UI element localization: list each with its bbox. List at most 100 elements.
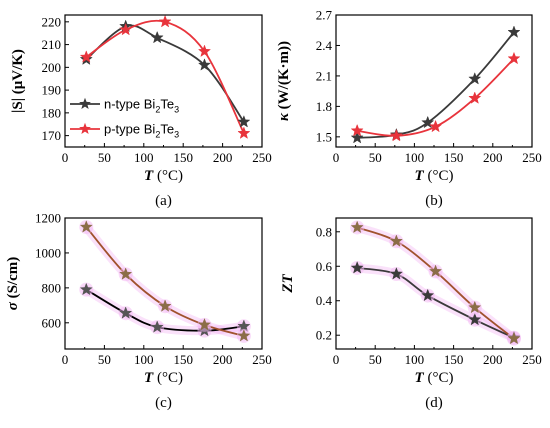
y-tick-label: 1.5 <box>316 129 332 144</box>
x-tick-label: 200 <box>213 150 233 165</box>
y-axis-label: |S| (μV/K) <box>10 49 26 113</box>
data-point-n-type <box>421 115 435 129</box>
panel-caption: (c) <box>155 395 172 411</box>
legend-marker <box>79 122 91 135</box>
data-point-p-type <box>158 299 172 312</box>
x-tick-label: 200 <box>483 150 503 165</box>
y-tick-label: 0.6 <box>316 259 333 274</box>
x-tick-label: 50 <box>98 352 111 367</box>
y-tick-label: 1000 <box>35 245 61 260</box>
x-axis-unit: (°C) <box>424 370 454 386</box>
data-point-n-type <box>197 58 212 71</box>
data-point-p-type <box>79 220 93 233</box>
data-point-p-type <box>197 317 212 331</box>
x-axis-unit: (°C) <box>153 168 183 184</box>
panel-caption: (d) <box>425 395 443 411</box>
x-tick-label: 200 <box>213 352 233 367</box>
panel-c-conductivity: 0 50 100 150 200 250 600 800 1000 1200 T (°C) σ (S/… <box>5 211 272 412</box>
data-point-n-type <box>468 312 482 326</box>
data-point-p-type <box>119 22 133 36</box>
y-axis-unit: (W/(K·m)) <box>276 41 292 113</box>
data-point-p-type <box>119 267 133 280</box>
y-tick-label: 600 <box>42 315 62 330</box>
legend-label-prefix: p-type Bi <box>104 122 155 137</box>
data-point-p-type <box>350 123 364 137</box>
x-axis-symbol: T <box>144 168 154 184</box>
x-tick-label: 250 <box>252 352 272 367</box>
x-axis-label: T (°C) <box>144 168 183 184</box>
y-axis-symbol: |S| <box>10 98 26 113</box>
data-point-n-type <box>389 267 403 280</box>
x-tick-label: 100 <box>134 352 154 367</box>
data-point-p-type <box>350 220 364 234</box>
y-tick-label: 0.2 <box>316 328 332 343</box>
x-tick-label: 100 <box>405 352 425 367</box>
y-axis-symbol: ZT <box>280 274 296 294</box>
x-tick-label: 250 <box>522 150 542 165</box>
panel-caption: (a) <box>155 193 172 209</box>
panel-caption: (b) <box>425 193 443 209</box>
y-axis-unit: (μV/K) <box>10 49 26 98</box>
legend-marker <box>79 97 91 110</box>
data-point-p-type <box>79 50 93 63</box>
x-axis-label: T (°C) <box>415 168 454 184</box>
x-axis-symbol: T <box>144 370 154 386</box>
data-point-n-type <box>468 72 482 85</box>
panel-d-zt: 0 50 100 150 200 250 0.2 0.4 0.6 0.8 T (°C) ZT (d) <box>280 217 542 411</box>
legend-label: p-type Bi2Te3 <box>104 122 179 140</box>
y-axis-label: κ (W/(K·m)) <box>276 41 292 121</box>
x-axis-symbol: T <box>415 370 425 386</box>
data-point-n-type <box>237 319 251 332</box>
data-point-p-type <box>428 119 443 133</box>
y-axis-label-text: ZT <box>280 274 296 294</box>
y-tick-label: 220 <box>42 14 62 29</box>
y-axis-unit: (S/cm) <box>5 257 21 302</box>
legend-subscript: 2 <box>155 130 160 140</box>
y-axis-label-text: σ (S/cm) <box>5 257 21 311</box>
data-point-p-type <box>468 300 482 314</box>
data-point-n-type <box>421 288 435 302</box>
data-point-p-type <box>158 14 172 28</box>
series-halo <box>352 222 519 344</box>
legend-label-prefix: n-type Bi <box>104 97 155 112</box>
x-tick-label: 0 <box>333 150 340 165</box>
y-tick-label: 800 <box>42 280 62 295</box>
panel-a-seebeck: 0 50 100 150 200 250 170 180 190 200 210 220 T (°C) |… <box>10 14 272 209</box>
x-axis-unit: (°C) <box>424 168 454 184</box>
y-tick-label: 0.4 <box>316 293 333 308</box>
data-point-p-type <box>428 264 443 278</box>
data-point-p-type <box>468 91 482 104</box>
legend-label: n-type Bi2Te3 <box>104 97 179 115</box>
data-point-p-type <box>389 128 403 142</box>
data-point-n-type <box>507 25 521 38</box>
legend-label-mid: Te <box>160 97 174 112</box>
x-tick-label: 0 <box>333 352 340 367</box>
legend-subscript: 2 <box>155 105 160 115</box>
data-point-n-type <box>79 282 93 296</box>
x-axis-unit: (°C) <box>153 370 183 386</box>
y-tick-label: 0.8 <box>316 224 332 239</box>
panel-b-thermal-conductivity: 0 50 100 150 200 250 1.5 1.8 2.1 2.4 2.7 T (°C) κ (W… <box>276 8 542 210</box>
data-point-p-type <box>237 328 251 342</box>
data-point-n-type <box>150 30 164 44</box>
y-tick-label: 1.8 <box>316 99 332 114</box>
x-tick-label: 50 <box>369 150 382 165</box>
x-tick-label: 150 <box>444 150 464 165</box>
x-tick-label: 150 <box>173 352 193 367</box>
x-tick-label: 50 <box>369 352 382 367</box>
x-axis-label: T (°C) <box>144 370 183 386</box>
y-tick-label: 200 <box>42 60 62 75</box>
x-tick-label: 200 <box>483 352 503 367</box>
data-point-p-type <box>507 331 521 345</box>
y-axis-symbol: σ <box>5 301 21 310</box>
y-axis-label-text: κ (W/(K·m)) <box>276 41 292 121</box>
series-line-p-type <box>85 226 245 337</box>
data-point-n-type <box>119 306 133 319</box>
y-axis-label-text: |S| (μV/K) <box>10 49 26 113</box>
data-point-n-type <box>350 130 364 144</box>
data-point-p-type <box>237 126 251 139</box>
legend-subscript: 3 <box>174 130 179 140</box>
y-tick-label: 2.7 <box>316 8 333 23</box>
legend-subscript: 3 <box>174 105 179 115</box>
x-tick-label: 150 <box>444 352 464 367</box>
